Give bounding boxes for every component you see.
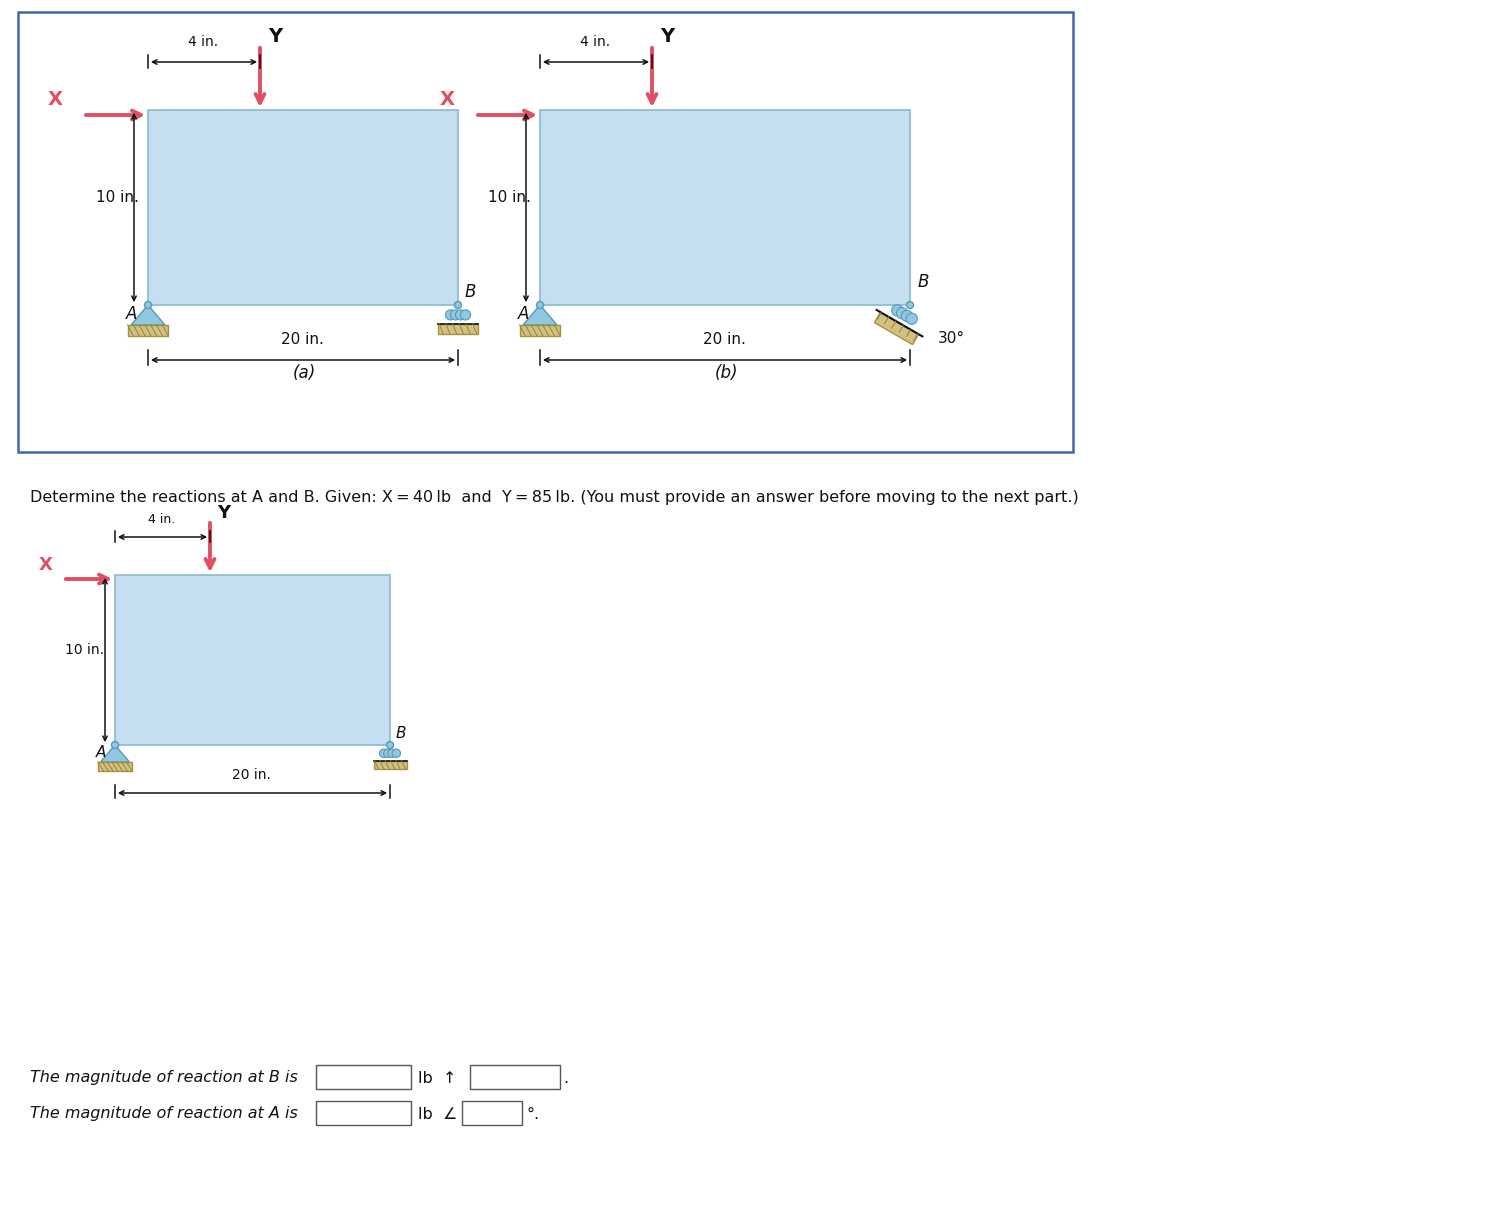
Bar: [127, 325, 168, 336]
Bar: [470, 1065, 560, 1088]
Text: Determine the reactions at A and B. Given: X = 40 lb  and  Y = 85 lb. (You must : Determine the reactions at A and B. Give…: [30, 490, 1079, 505]
Text: (b): (b): [716, 364, 738, 382]
Text: X: X: [440, 91, 455, 109]
Text: A: A: [126, 304, 138, 323]
Text: °.: °.: [525, 1107, 539, 1122]
Circle shape: [892, 304, 903, 316]
Text: lb  ∠: lb ∠: [418, 1107, 458, 1122]
Circle shape: [145, 302, 151, 308]
Circle shape: [461, 310, 470, 320]
Text: .: .: [563, 1071, 569, 1086]
Bar: [115, 575, 391, 745]
Bar: [148, 110, 458, 304]
Bar: [519, 325, 560, 336]
Circle shape: [386, 742, 394, 749]
Circle shape: [380, 749, 388, 757]
Text: 4 in.: 4 in.: [148, 513, 175, 525]
Text: B: B: [466, 283, 476, 301]
Text: 20 in.: 20 in.: [281, 332, 323, 347]
Text: Y: Y: [217, 504, 231, 522]
Circle shape: [383, 749, 392, 757]
Text: The magnitude of reaction at B is: The magnitude of reaction at B is: [30, 1070, 298, 1085]
Circle shape: [901, 310, 913, 321]
Text: X: X: [48, 91, 63, 109]
Bar: [97, 762, 132, 772]
Text: Y: Y: [268, 27, 281, 46]
Circle shape: [111, 742, 118, 749]
Circle shape: [536, 302, 543, 308]
Circle shape: [906, 313, 918, 324]
Circle shape: [446, 310, 455, 320]
Bar: [439, 324, 478, 333]
Text: 20 in.: 20 in.: [232, 768, 271, 782]
Circle shape: [897, 308, 907, 319]
Polygon shape: [100, 745, 129, 762]
Circle shape: [455, 302, 461, 308]
Text: 30°: 30°: [939, 331, 966, 345]
Text: 20 in.: 20 in.: [704, 332, 746, 347]
Bar: [373, 761, 407, 769]
Text: 10 in.: 10 in.: [64, 643, 103, 657]
Polygon shape: [132, 304, 165, 325]
Text: Y: Y: [660, 27, 674, 46]
Text: 10 in.: 10 in.: [488, 190, 531, 204]
Text: 10 in.: 10 in.: [96, 190, 139, 204]
Circle shape: [392, 749, 401, 757]
Text: The magnitude of reaction at A is: The magnitude of reaction at A is: [30, 1107, 298, 1121]
Text: A: A: [518, 304, 530, 323]
Polygon shape: [874, 312, 919, 344]
Text: B: B: [397, 726, 407, 741]
Text: 4 in.: 4 in.: [579, 35, 611, 50]
Circle shape: [907, 302, 913, 308]
Bar: [316, 1100, 412, 1125]
Text: lb  ↑: lb ↑: [418, 1071, 457, 1086]
Circle shape: [451, 310, 461, 320]
Text: X: X: [39, 556, 52, 574]
Polygon shape: [522, 304, 557, 325]
Text: (a): (a): [293, 364, 316, 382]
Circle shape: [455, 310, 466, 320]
Text: A: A: [96, 745, 106, 760]
Bar: [316, 1065, 412, 1088]
Text: B: B: [918, 273, 930, 291]
Bar: [540, 110, 910, 304]
Text: 4 in.: 4 in.: [189, 35, 219, 50]
Bar: [463, 1100, 522, 1125]
Circle shape: [388, 749, 397, 757]
